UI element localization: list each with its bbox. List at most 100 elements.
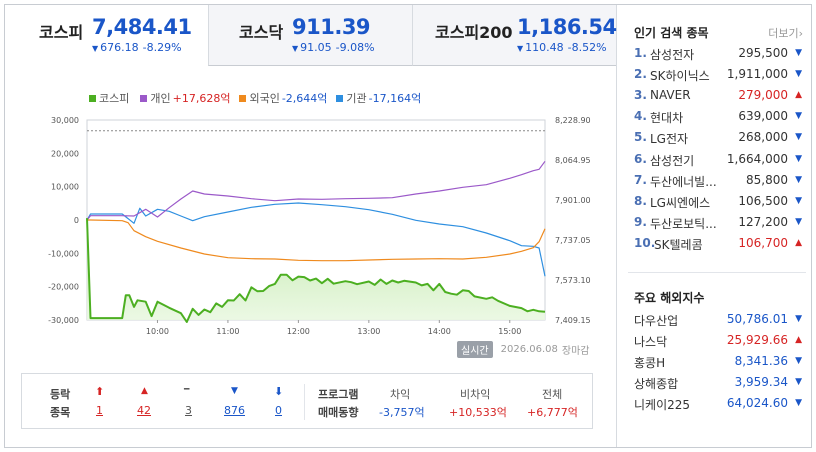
list-item[interactable]: 9. 두산로보틱... 127,200 ▼ [634, 215, 804, 236]
side-panel: 인기 검색 종목 더보기› 1. 삼성전자 295,500 ▼ 2. SK하이닉스 1,91… [618, 5, 811, 447]
list-item[interactable]: 4. 현대차 639,000 ▼ [634, 109, 804, 130]
list-item[interactable]: 3. NAVER 279,000 ▲ [634, 88, 804, 109]
stock-price: 279,000 [738, 88, 788, 103]
stock-name[interactable]: 현대차 [650, 111, 684, 126]
list-item[interactable]: 다우산업 50,786.01 ▼ [634, 312, 804, 333]
stock-name[interactable]: 두산로보틱... [650, 216, 717, 231]
program-value-nonarbitrage: +10,533억 [449, 406, 507, 419]
index-name[interactable]: 나스닥 [634, 335, 668, 349]
list-item[interactable]: 1. 삼성전자 295,500 ▼ [634, 46, 804, 67]
down-triangle-icon: ▼ [795, 356, 802, 366]
chevron-right-icon: › [798, 27, 803, 40]
down-triangle-icon: ▼ [292, 44, 299, 53]
market-widget: 코스피 7,484.41 ▼ 676.18 -8.29% 코스닥 911.39 ▼ 9… [4, 4, 812, 448]
tab-value: 911.39 [292, 15, 371, 39]
more-link[interactable]: 더보기› [768, 25, 803, 41]
lower-limit-count[interactable]: 0 [275, 404, 282, 417]
rank-number: 9. [634, 214, 647, 229]
divider [628, 272, 806, 273]
up-triangle-icon: ▲ [795, 90, 802, 101]
tab-kosdaq[interactable]: 코스닥 911.39 ▼ 91.05 -9.08% [208, 5, 412, 66]
stock-price: 106,500 [738, 193, 788, 208]
x-tick-label: 15:00 [498, 327, 521, 336]
down-triangle-icon: ▼ [795, 111, 802, 122]
rank-number: 8. [634, 193, 647, 208]
y-left-tick-label: -10,000 [48, 249, 79, 258]
stock-price: 1,664,000 [726, 151, 788, 166]
tab-value: 1,186.54 [517, 15, 617, 39]
flat-count[interactable]: 3 [185, 404, 192, 417]
list-item[interactable]: 10. SK텔레콤 106,700 ▲ [634, 236, 804, 257]
tab-change-value: 110.48 [525, 41, 564, 54]
list-item[interactable]: 상해종합 3,959.34 ▼ [634, 375, 804, 396]
y-left-tick-label: -30,000 [48, 316, 79, 325]
stock-name[interactable]: SK하이닉스 [650, 69, 710, 84]
rise-count[interactable]: 42 [137, 404, 151, 417]
index-name[interactable]: 홍콩H [634, 356, 666, 370]
tab-kospi[interactable]: 코스피 7,484.41 ▼ 676.18 -8.29% [5, 5, 208, 66]
index-name[interactable]: 니케이225 [634, 398, 691, 412]
lower-limit-icon: ⬇ [274, 385, 284, 398]
list-item[interactable]: 7. 두산에너빌... 85,800 ▼ [634, 173, 804, 194]
down-triangle-icon: ▼ [795, 398, 802, 408]
legend-name: 기관 [346, 92, 367, 105]
fall-count[interactable]: 876 [224, 404, 245, 417]
stock-name[interactable]: 삼성전자 [650, 48, 695, 62]
flat-icon: ━ [184, 385, 190, 395]
index-name[interactable]: 다우산업 [634, 314, 679, 328]
upper-limit-count[interactable]: 1 [96, 404, 103, 417]
y-left-tick-label: 0 [74, 216, 79, 225]
realtime-badge[interactable]: 실시간 [457, 341, 493, 358]
x-tick-label: 10:00 [146, 327, 169, 336]
legend-value: -17,164억 [368, 92, 422, 105]
popular-title: 인기 검색 종목 [634, 26, 709, 40]
chart-legend: 코스피 개인 +17,628억 외국인 -2,644억 기관 -17,164억 [89, 90, 421, 106]
stock-name[interactable]: 두산에너빌... [650, 174, 717, 189]
breadth-label-1: 등락 [50, 388, 71, 401]
list-item[interactable]: 나스닥 25,929.66 ▲ [634, 333, 804, 354]
x-tick-label: 12:00 [287, 327, 310, 336]
list-item[interactable]: 8. LG씨엔에스 106,500 ▼ [634, 194, 804, 215]
down-triangle-icon: ▼ [795, 48, 802, 58]
program-head-total: 전체 [542, 388, 563, 401]
world-title: 주요 해외지수 [634, 291, 705, 305]
tab-change-value: 676.18 [100, 41, 139, 54]
y-left-tick-label: 20,000 [51, 149, 79, 158]
more-label: 더보기 [768, 27, 799, 40]
list-item[interactable]: 홍콩H 8,341.36 ▼ [634, 354, 804, 375]
legend-value: +17,628억 [172, 92, 231, 105]
stock-name[interactable]: SK텔레콤 [654, 237, 703, 252]
legend-item-individual: 개인 +17,628억 [140, 90, 230, 106]
down-triangle-icon: ▼ [92, 44, 99, 53]
rank-number: 4. [634, 109, 647, 124]
x-tick-label: 13:00 [357, 327, 380, 336]
y-right-tick-label: 8,064.95 [555, 156, 591, 165]
down-triangle-icon: ▼ [795, 216, 802, 227]
y-left-tick-label: -20,000 [48, 283, 79, 292]
tab-change-percent: -9.08% [335, 41, 375, 54]
legend-swatch [89, 94, 96, 102]
index-price: 3,959.34 [734, 375, 788, 389]
down-triangle-icon: ▼ [795, 153, 802, 164]
index-name[interactable]: 상해종합 [634, 377, 679, 391]
stock-price: 295,500 [738, 46, 788, 60]
list-item[interactable]: 2. SK하이닉스 1,911,000 ▼ [634, 67, 804, 88]
status-date: 2026.06.08 [500, 344, 558, 355]
program-label-1: 프로그램 [318, 388, 359, 401]
list-item[interactable]: 니케이225 64,024.60 ▼ [634, 396, 804, 417]
list-item[interactable]: 5. LG전자 268,000 ▼ [634, 130, 804, 151]
down-triangle-icon: ▼ [795, 69, 802, 80]
program-value-total: +6,777억 [527, 406, 578, 419]
list-item[interactable]: 6. 삼성전기 1,664,000 ▼ [634, 152, 804, 173]
stock-name[interactable]: LG씨엔에스 [650, 195, 711, 210]
down-triangle-icon: ▼ [795, 314, 802, 324]
rank-number: 2. [634, 67, 647, 82]
upper-limit-icon: ⬆ [95, 385, 105, 398]
stock-name[interactable]: 삼성전기 [650, 153, 695, 168]
stock-name[interactable]: NAVER [650, 88, 691, 103]
tab-kospi200[interactable]: 코스피200 1,186.54 ▼ 110.48 -8.52% [412, 5, 617, 66]
status-state: 장마감 [561, 346, 590, 357]
stock-name[interactable]: LG전자 [650, 132, 689, 147]
stock-price: 268,000 [738, 130, 788, 145]
tab-change: ▼ 676.18 -8.29% [92, 41, 182, 54]
